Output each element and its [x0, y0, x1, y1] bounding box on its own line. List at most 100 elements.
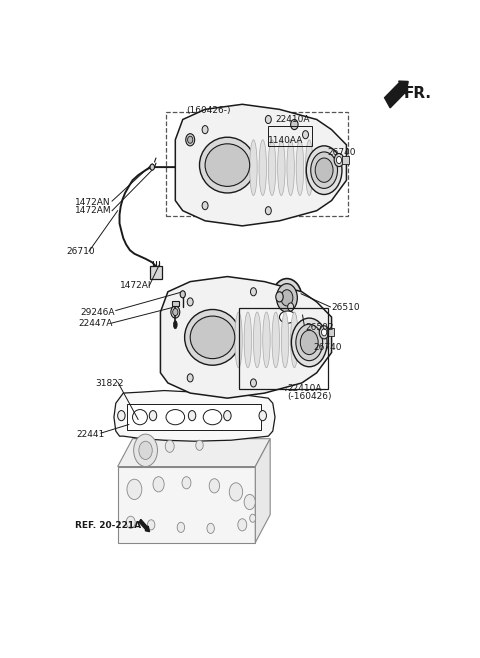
Ellipse shape — [290, 312, 298, 368]
Text: REF. 20-221A: REF. 20-221A — [75, 521, 141, 530]
Ellipse shape — [235, 312, 242, 368]
Text: 26710: 26710 — [67, 247, 96, 256]
Circle shape — [265, 115, 271, 124]
Circle shape — [153, 476, 164, 492]
Circle shape — [290, 120, 298, 130]
Circle shape — [259, 411, 266, 420]
Circle shape — [187, 298, 193, 306]
Text: FR.: FR. — [404, 86, 432, 101]
Circle shape — [265, 207, 271, 215]
Text: (-160426): (-160426) — [287, 392, 331, 401]
Text: 1472AI: 1472AI — [120, 281, 151, 290]
Ellipse shape — [244, 312, 252, 368]
Circle shape — [251, 288, 256, 296]
Ellipse shape — [133, 434, 157, 467]
Text: (160426-): (160426-) — [186, 106, 231, 115]
Circle shape — [196, 440, 203, 450]
Polygon shape — [127, 404, 261, 430]
Circle shape — [251, 379, 256, 387]
Circle shape — [319, 326, 329, 339]
Polygon shape — [118, 439, 270, 467]
Text: 22410A: 22410A — [276, 115, 310, 124]
Text: 22410A: 22410A — [287, 384, 322, 393]
Circle shape — [180, 291, 185, 298]
Circle shape — [276, 291, 283, 302]
Circle shape — [322, 329, 327, 336]
Circle shape — [186, 134, 195, 146]
Circle shape — [187, 374, 193, 382]
Ellipse shape — [277, 139, 285, 195]
Bar — [342, 156, 348, 164]
Text: 29246A: 29246A — [81, 307, 115, 316]
Ellipse shape — [203, 409, 222, 425]
Ellipse shape — [281, 312, 289, 368]
Ellipse shape — [281, 290, 293, 306]
Circle shape — [171, 306, 180, 318]
Circle shape — [182, 476, 191, 489]
Circle shape — [202, 201, 208, 210]
Ellipse shape — [279, 311, 296, 323]
Ellipse shape — [287, 139, 294, 195]
Ellipse shape — [305, 139, 313, 195]
Circle shape — [127, 479, 142, 499]
Ellipse shape — [185, 309, 240, 365]
Ellipse shape — [268, 139, 276, 195]
Polygon shape — [114, 391, 275, 442]
Circle shape — [244, 494, 255, 509]
Circle shape — [173, 309, 178, 316]
Ellipse shape — [296, 139, 304, 195]
Circle shape — [224, 411, 231, 420]
Ellipse shape — [205, 144, 250, 186]
Bar — [150, 266, 162, 279]
Bar — [327, 328, 334, 336]
Text: 26502: 26502 — [305, 322, 334, 332]
Polygon shape — [255, 439, 270, 543]
Text: 1140AA: 1140AA — [268, 136, 304, 145]
Circle shape — [336, 157, 342, 164]
Polygon shape — [118, 467, 255, 543]
Polygon shape — [160, 276, 332, 398]
Circle shape — [188, 411, 196, 420]
Ellipse shape — [200, 138, 255, 193]
Ellipse shape — [190, 316, 235, 359]
Circle shape — [202, 126, 208, 134]
Bar — [172, 301, 179, 306]
Ellipse shape — [272, 278, 302, 317]
Ellipse shape — [315, 158, 333, 182]
Ellipse shape — [139, 442, 152, 459]
Text: 26740: 26740 — [313, 343, 341, 352]
Circle shape — [126, 517, 135, 528]
Text: 26510: 26510 — [332, 303, 360, 313]
Circle shape — [188, 136, 193, 143]
Circle shape — [165, 440, 174, 452]
Ellipse shape — [259, 139, 266, 195]
Circle shape — [209, 479, 219, 493]
Circle shape — [250, 514, 256, 522]
Ellipse shape — [291, 318, 327, 367]
Polygon shape — [175, 105, 347, 226]
Ellipse shape — [166, 409, 185, 425]
Ellipse shape — [253, 312, 261, 368]
Ellipse shape — [296, 324, 323, 361]
Text: 1472AM: 1472AM — [75, 206, 111, 215]
Text: 31822: 31822 — [96, 380, 124, 388]
Ellipse shape — [301, 325, 310, 336]
Ellipse shape — [272, 312, 279, 368]
FancyArrow shape — [384, 81, 408, 108]
Text: 26740: 26740 — [328, 148, 356, 157]
Bar — [239, 308, 328, 389]
Bar — [166, 112, 348, 216]
Text: 22447A: 22447A — [79, 318, 113, 328]
Ellipse shape — [306, 146, 342, 195]
Ellipse shape — [263, 312, 270, 368]
Circle shape — [118, 411, 125, 420]
Ellipse shape — [300, 330, 318, 355]
Ellipse shape — [132, 409, 147, 425]
FancyArrow shape — [139, 519, 150, 532]
Circle shape — [207, 523, 215, 534]
Circle shape — [149, 411, 156, 420]
Ellipse shape — [250, 139, 257, 195]
Circle shape — [238, 519, 247, 531]
Circle shape — [147, 520, 155, 530]
Circle shape — [302, 131, 309, 139]
